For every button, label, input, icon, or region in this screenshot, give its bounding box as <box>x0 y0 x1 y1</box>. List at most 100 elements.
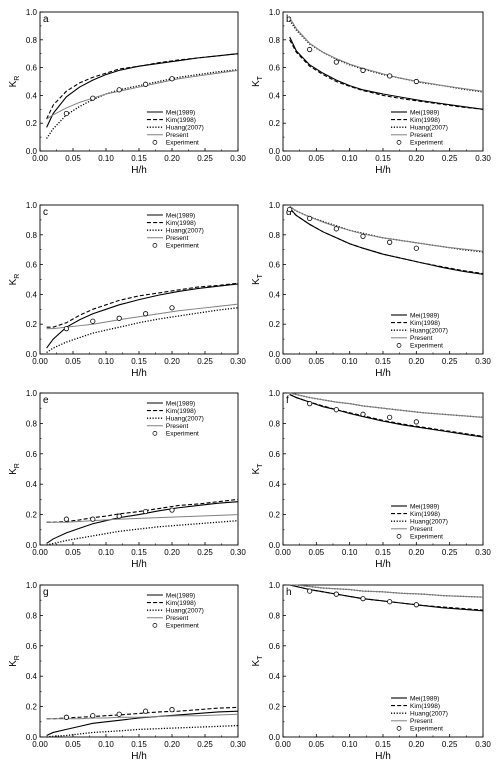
y-tick-label: 0.0 <box>269 733 281 742</box>
y-axis-label-subscript: R <box>14 463 21 468</box>
y-axis-label-main: K <box>251 80 262 87</box>
series-experiment-point <box>387 414 393 420</box>
x-axis-label: H/h <box>131 368 147 379</box>
series-experiment-point <box>63 714 70 720</box>
legend-label-present: Present <box>166 615 189 622</box>
legend-label-kim-1998: Kim(1998) <box>166 600 196 607</box>
x-tick-label: 0.20 <box>409 154 425 163</box>
series-huang-2007-line <box>46 520 239 546</box>
x-tick-label: 0.20 <box>409 740 425 749</box>
legend-label-present: Present <box>410 132 433 139</box>
series-present-line <box>46 69 239 120</box>
series-mei-1989-line <box>46 710 239 736</box>
y-tick-label: 0.2 <box>269 511 281 520</box>
x-tick-label: 0.00 <box>275 357 291 366</box>
legend: Mei(1989)Kim(1998)Huang(2007)PresentExpe… <box>391 109 448 147</box>
x-tick-label: 0.25 <box>197 357 213 366</box>
y-tick-label: 0.6 <box>269 64 281 73</box>
series-kim-1998-line <box>46 53 239 120</box>
legend-swatch-experiment <box>152 623 158 628</box>
y-tick-label: 0.6 <box>26 450 38 459</box>
legend: Mei(1989)Kim(1998)Huang(2007)PresentExpe… <box>391 503 448 541</box>
y-tick-label: 0.4 <box>26 290 38 299</box>
x-tick-label: 0.15 <box>375 548 391 557</box>
y-tick-label: 0.4 <box>269 672 281 681</box>
x-tick-label: 0.10 <box>342 548 358 557</box>
y-tick-label: 1.0 <box>269 201 281 210</box>
panel-b: 0.00 0.05 0.10 0.15 0.20 0.25 0.30 0.0 0.2 0.4 0.6… <box>251 8 491 176</box>
y-tick-label: 1.0 <box>26 581 38 590</box>
series-experiment-point <box>169 507 175 513</box>
x-tick-label: 0.30 <box>475 740 491 749</box>
series-experiment-point <box>413 78 419 85</box>
series-kim-1998-line <box>46 498 239 523</box>
series-experiment-point <box>63 110 70 117</box>
x-tick-label: 0.15 <box>375 740 391 749</box>
x-tick-label: 0.20 <box>164 548 180 557</box>
legend-label-experiment: Experiment <box>410 534 443 541</box>
x-tick-label: 0.10 <box>98 357 114 366</box>
legend-label-mei-1989: Mei(1989) <box>166 109 195 116</box>
legend-label-present: Present <box>166 235 189 242</box>
legend: Mei(1989)Kim(1998)Huang(2007)PresentExpe… <box>146 212 204 250</box>
y-tick-label: 0.2 <box>26 119 38 128</box>
y-tick-label: 0.8 <box>269 611 281 620</box>
y-tick-label: 0.0 <box>269 147 281 156</box>
legend-swatch-experiment <box>152 431 158 436</box>
series-experiment-point <box>143 311 149 317</box>
y-axis-label: KR <box>8 76 21 88</box>
series-experiment-point <box>413 419 419 425</box>
series-mei-1989-line <box>46 53 239 128</box>
series-experiment-point <box>413 245 419 251</box>
series-experiment-point <box>307 46 313 53</box>
y-tick-label: 0.8 <box>26 36 38 45</box>
x-tick-label: 0.10 <box>342 740 358 749</box>
y-axis-label-main: K <box>251 278 262 285</box>
legend-label-mei-1989: Mei(1989) <box>410 503 439 510</box>
y-axis-label: KT <box>251 655 264 667</box>
legend-label-experiment: Experiment <box>166 623 199 630</box>
y-axis-label-main: K <box>251 467 262 474</box>
series-experiment-point <box>333 59 339 65</box>
panel-label: g <box>43 587 49 598</box>
series-huang-2007-line <box>289 19 484 93</box>
series-experiment-point <box>413 602 419 608</box>
x-tick-label: 0.15 <box>131 548 147 557</box>
x-tick-label: 0.05 <box>65 548 81 557</box>
legend-label-huang-2007: Huang(2007) <box>410 328 448 335</box>
panel-label: e <box>43 395 49 406</box>
y-tick-label: 0.6 <box>26 642 38 651</box>
series-experiment-point <box>143 708 149 714</box>
y-axis-label: KR <box>8 463 21 475</box>
y-tick-label: 0.2 <box>269 119 281 128</box>
series-experiment-point <box>169 305 175 311</box>
legend: Mei(1989)Kim(1998)Huang(2007)PresentExpe… <box>146 109 204 147</box>
legend-swatch-experiment <box>152 243 158 248</box>
y-tick-label: 1.0 <box>26 8 38 17</box>
series-huang-2007-line <box>46 724 239 738</box>
series-kim-1998-line <box>46 282 239 328</box>
x-axis-label: H/h <box>131 751 147 762</box>
legend-label-present: Present <box>166 132 189 139</box>
series-experiment-point <box>63 516 70 522</box>
x-tick-label: 0.30 <box>230 154 246 163</box>
y-tick-label: 1.0 <box>269 8 281 17</box>
series-kim-1998-line <box>289 584 484 611</box>
legend-swatch-experiment <box>396 140 402 145</box>
legend-swatch-experiment <box>396 726 402 731</box>
legend-label-kim-1998: Kim(1998) <box>166 220 196 227</box>
series-present-line <box>289 392 484 418</box>
legend-label-huang-2007: Huang(2007) <box>166 125 204 132</box>
y-axis-label-subscript: T <box>257 655 264 660</box>
series-experiment-point <box>307 401 313 407</box>
y-tick-label: 0.8 <box>269 36 281 45</box>
legend-label-present: Present <box>166 423 189 430</box>
y-tick-label: 0.2 <box>269 320 281 329</box>
y-axis-label-subscript: R <box>14 655 21 660</box>
panel-a: 0.00 0.05 0.10 0.15 0.20 0.25 0.30 0.0 0.2 0.4 0.6… <box>8 8 246 176</box>
series-kim-1998-line <box>289 39 484 110</box>
y-tick-label: 0.4 <box>26 480 38 489</box>
x-tick-label: 0.30 <box>230 357 246 366</box>
series-experiment-point <box>143 508 149 515</box>
x-tick-label: 0.05 <box>309 154 325 163</box>
